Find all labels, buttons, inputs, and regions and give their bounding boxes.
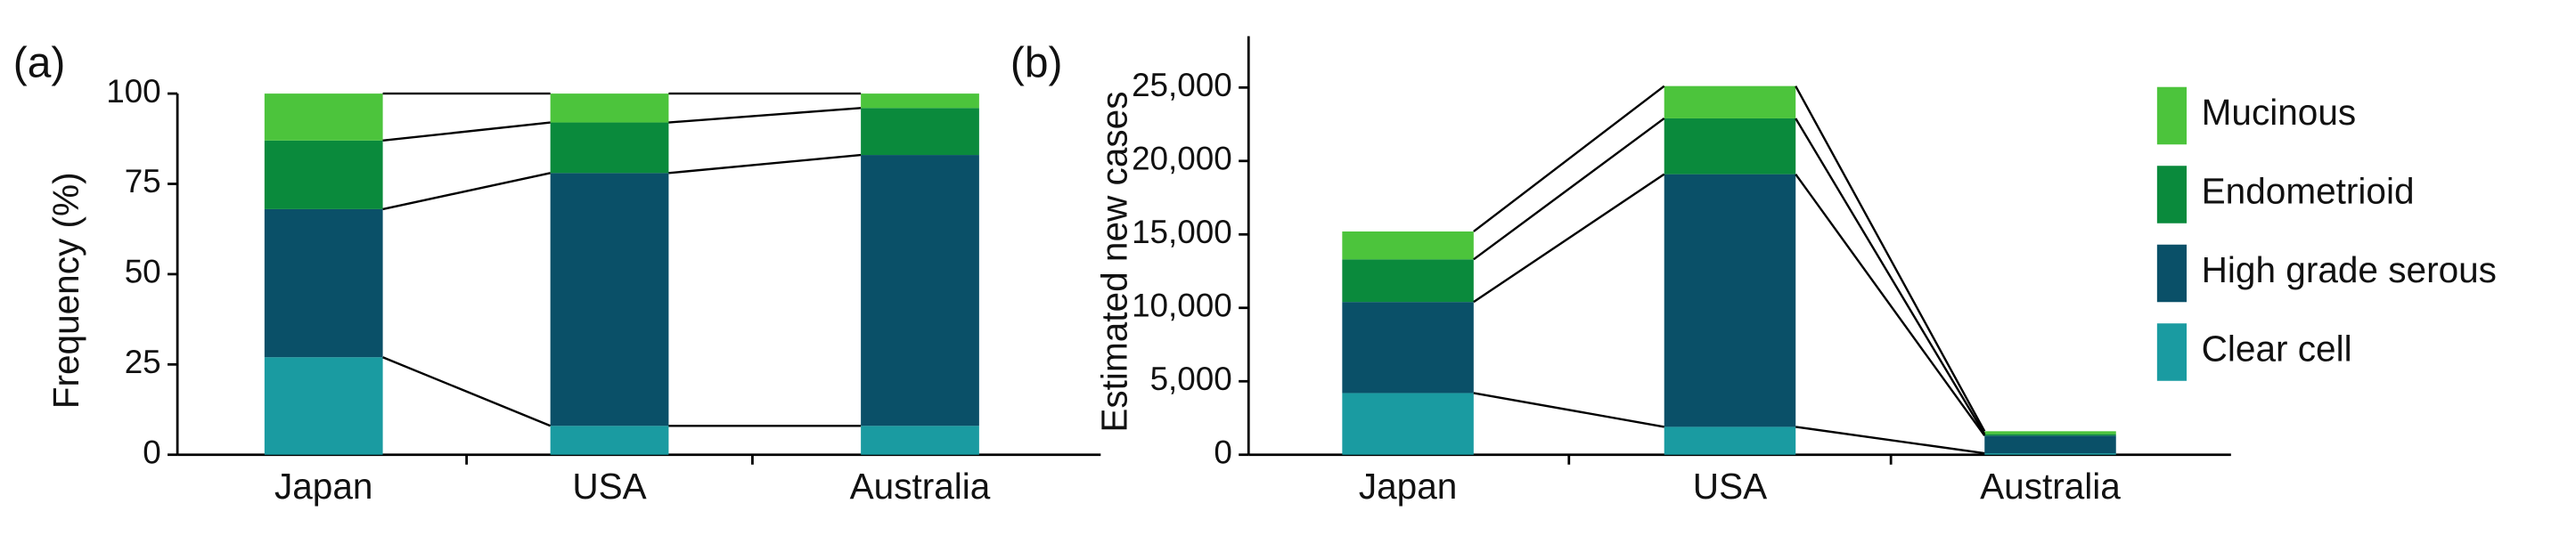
bar-segment (1664, 118, 1796, 175)
y-tick-label: 0 (143, 434, 161, 470)
bar-segment (550, 426, 669, 455)
bar-segment (264, 208, 383, 358)
x-tick-label: Japan (274, 466, 372, 507)
connector (1473, 117, 1665, 261)
y-axis-label: Estimated new cases (1093, 92, 1134, 433)
bar-segment (1664, 174, 1796, 427)
connector (668, 107, 862, 124)
y-tick-label: 25 (125, 344, 161, 380)
connector (668, 153, 862, 175)
bar-segment (861, 93, 979, 109)
x-tick-label: Australia (1980, 466, 2121, 507)
connector (1473, 173, 1665, 304)
y-axis-label: Frequency (%) (45, 172, 86, 409)
legend-swatch (2156, 244, 2188, 303)
bar-segment (550, 93, 669, 123)
legend-label: Mucinous (2202, 92, 2357, 133)
y-tick-label: 10,000 (1132, 287, 1232, 323)
y-tick-label: 50 (125, 254, 161, 290)
bar-segment (1664, 426, 1796, 455)
legend-label: Endometrioid (2202, 170, 2415, 211)
connector (382, 172, 551, 211)
bar-segment (861, 426, 979, 455)
bar-segment (1984, 434, 2116, 436)
connector (1795, 426, 1985, 455)
x-tick-label: Japan (1359, 466, 1457, 507)
connector (382, 121, 551, 142)
bar-segment (1984, 435, 2116, 454)
bar-segment (550, 173, 669, 426)
connector (382, 356, 552, 427)
y-tick-label: 100 (106, 73, 161, 110)
y-tick-label: 0 (1214, 434, 1232, 470)
y-tick-label: 15,000 (1132, 214, 1232, 250)
bar-segment (264, 357, 383, 455)
bar-segment (1342, 259, 1474, 303)
y-tick-label: 25,000 (1132, 67, 1232, 103)
connector (1795, 85, 1986, 432)
bar-segment (550, 122, 669, 174)
connector (1473, 85, 1665, 232)
panel-label: (a) (13, 39, 66, 86)
y-tick-label: 75 (125, 163, 161, 199)
legend-label: High grade serous (2202, 249, 2497, 290)
bar-segment (861, 155, 979, 426)
x-tick-label: USA (1693, 466, 1767, 507)
x-tick-label: USA (572, 466, 646, 507)
bar-segment (1342, 393, 1474, 455)
connector (1473, 392, 1664, 428)
connector (1795, 118, 1986, 435)
x-tick-label: Australia (850, 466, 991, 507)
bar-segment (1342, 302, 1474, 394)
bar-segment (1984, 431, 2116, 434)
bar-segment (1342, 231, 1474, 260)
panel-label: (b) (1010, 39, 1063, 86)
bar-segment (1664, 85, 1796, 118)
connector (1795, 173, 1986, 436)
bar-segment (264, 140, 383, 209)
bar-segment (1984, 453, 2116, 455)
y-tick-label: 20,000 (1132, 141, 1232, 177)
legend-swatch (2156, 86, 2188, 145)
bar-segment (264, 93, 383, 141)
legend-label: Clear cell (2202, 328, 2352, 369)
legend-swatch (2156, 166, 2188, 223)
legend-swatch (2156, 323, 2188, 381)
bar-segment (861, 108, 979, 156)
y-tick-label: 5,000 (1150, 361, 1232, 397)
